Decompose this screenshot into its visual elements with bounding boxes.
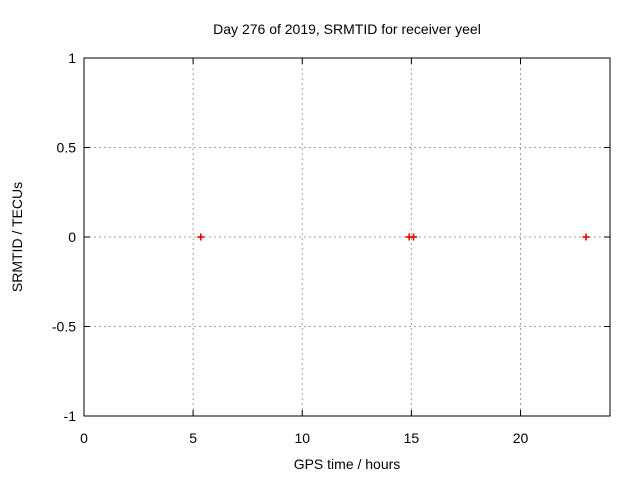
x-tick-label: 20 bbox=[513, 430, 529, 446]
y-tick-label: 1 bbox=[68, 50, 76, 66]
x-tick-label: 15 bbox=[404, 430, 420, 446]
x-axis-label: GPS time / hours bbox=[293, 456, 401, 472]
x-tick-label: 10 bbox=[294, 430, 310, 446]
y-tick-label: 0.5 bbox=[57, 140, 77, 156]
y-tick-label: -0.5 bbox=[52, 319, 76, 335]
chart-title: Day 276 of 2019, SRMTID for receiver yee… bbox=[213, 21, 481, 37]
x-tick-label: 5 bbox=[189, 430, 197, 446]
y-tick-label: -1 bbox=[64, 408, 77, 424]
x-tick-label: 0 bbox=[80, 430, 88, 446]
y-tick-label: 0 bbox=[68, 229, 76, 245]
plot-border bbox=[83, 57, 611, 417]
